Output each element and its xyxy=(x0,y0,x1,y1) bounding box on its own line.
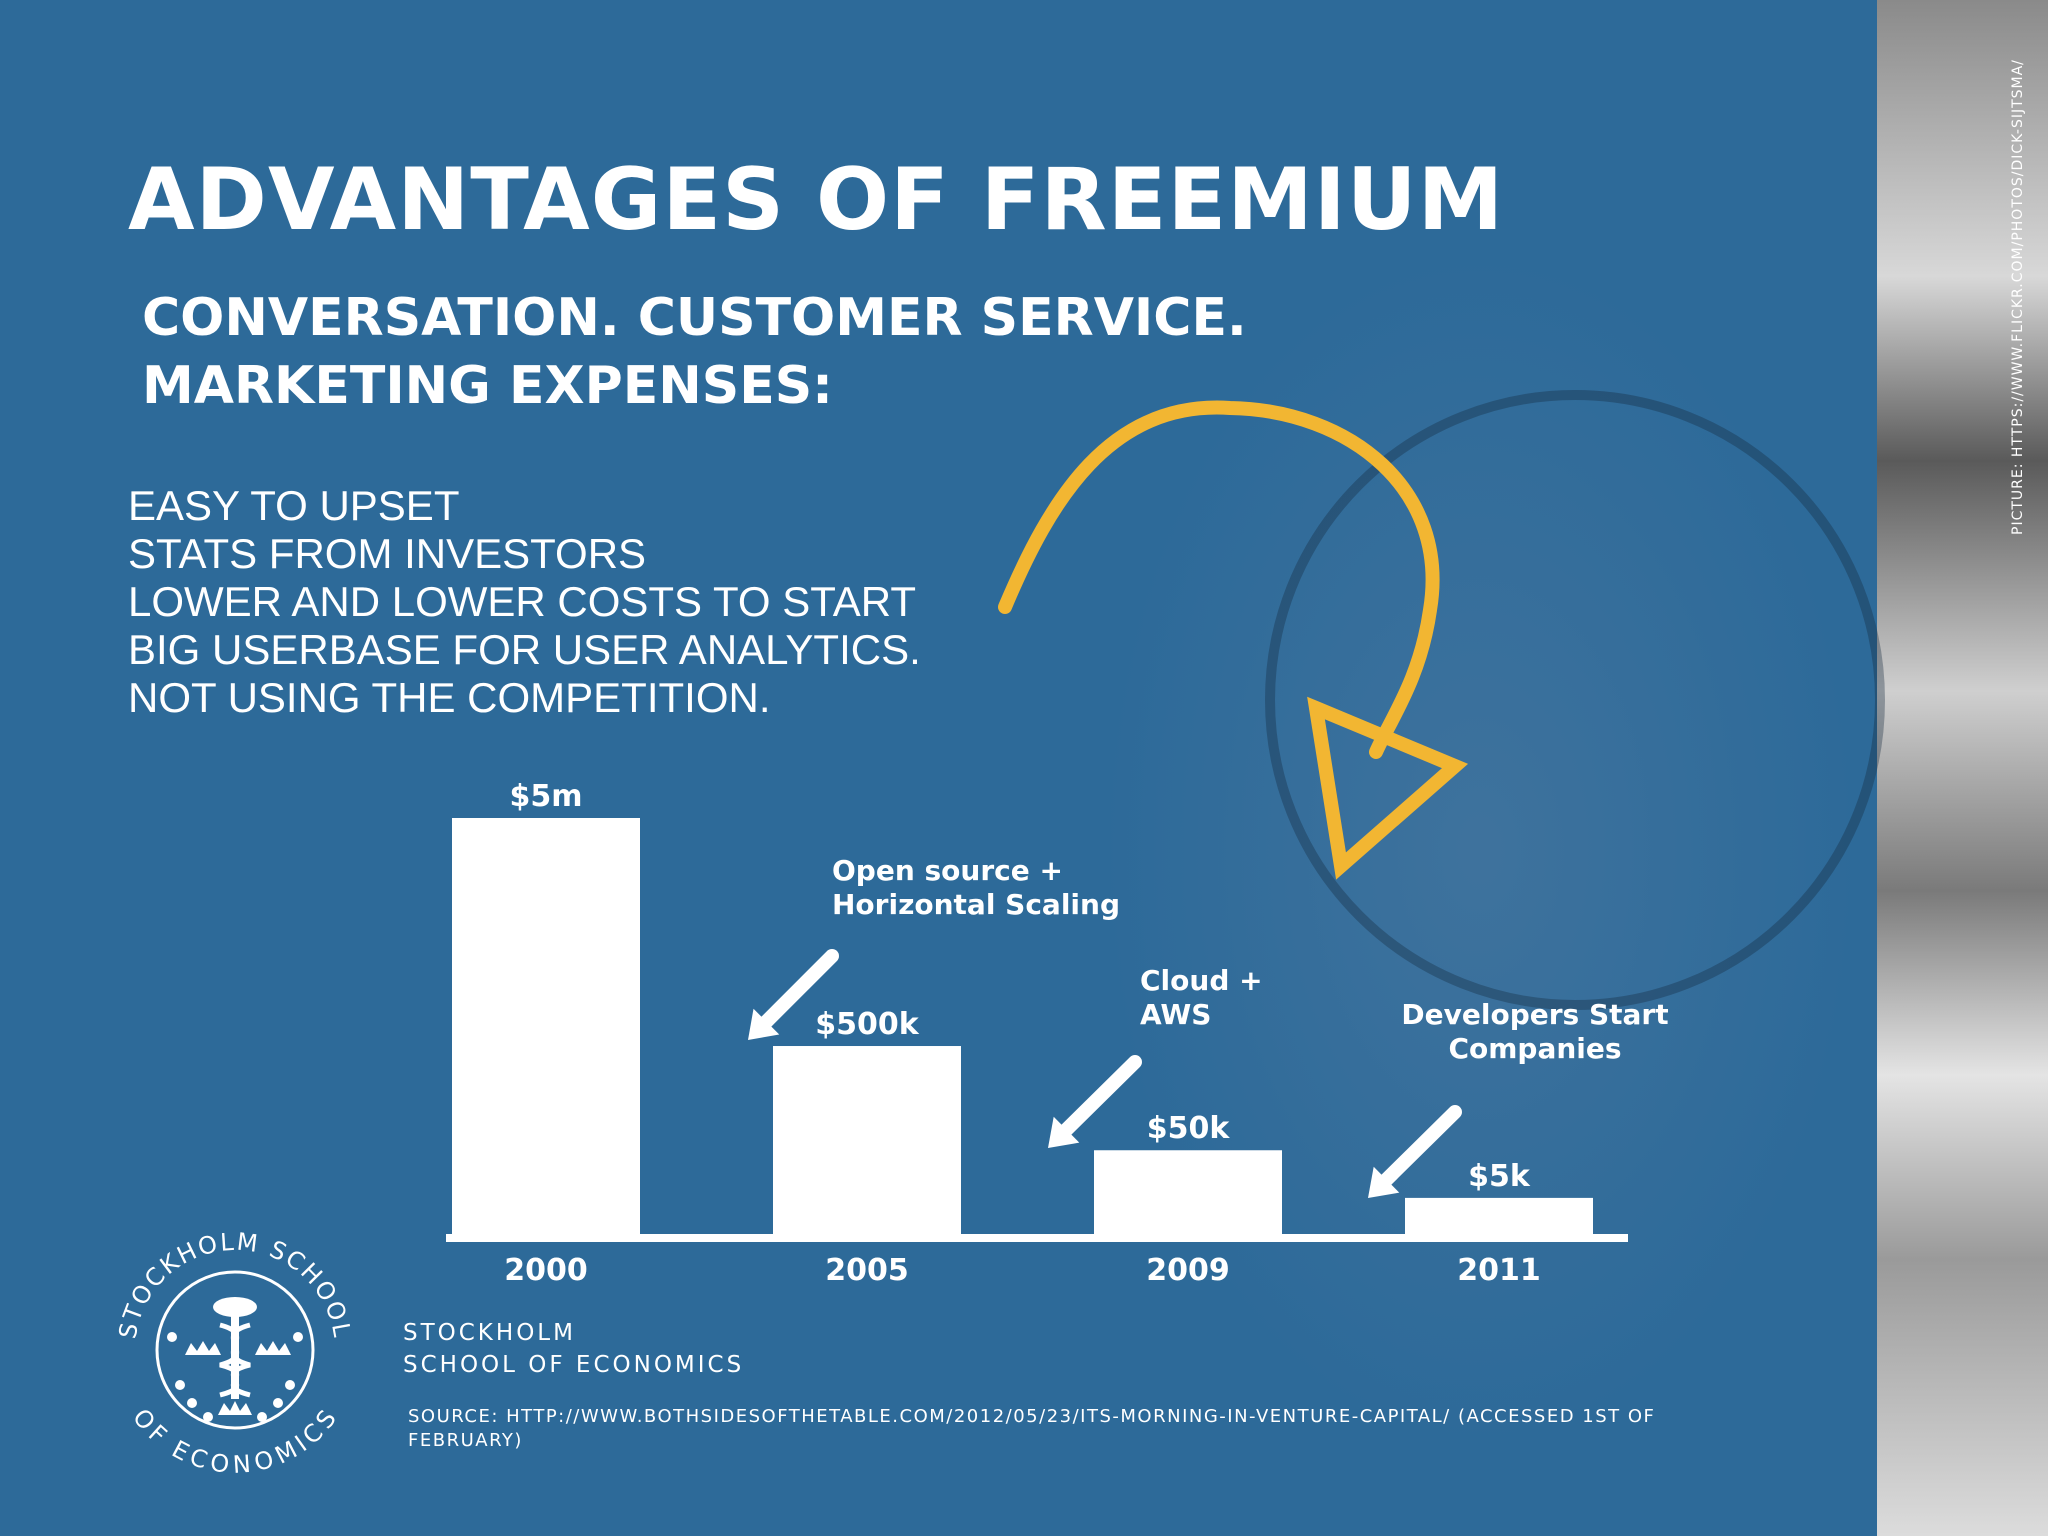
x-tick-label-2009: 2009 xyxy=(1146,1253,1230,1288)
logo-emblem-icon xyxy=(167,1297,303,1422)
school-logo: STOCKHOLM SCHOOL OF ECONOMICS xyxy=(114,1228,355,1475)
source-citation: SOURCE: HTTP://WWW.BOTHSIDESOFTHETABLE.C… xyxy=(408,1406,1656,1451)
slide-subtitle-line-1: CONVERSATION. CUSTOMER SERVICE. xyxy=(142,288,1247,348)
annotation-label-2005: Horizontal Scaling xyxy=(832,888,1120,921)
magnifying-glass-ring xyxy=(1265,390,1885,1010)
annotation-arrow-icon xyxy=(1053,1055,1142,1143)
annotation-label-2009: AWS xyxy=(1140,998,1211,1031)
bar-2005 xyxy=(773,1046,961,1238)
bullet-item: EASY TO UPSET xyxy=(128,482,460,529)
bar-2011 xyxy=(1405,1197,1593,1238)
annotation-label-2005: Open source + xyxy=(832,854,1063,887)
data-label-2011: $5k xyxy=(1468,1159,1531,1194)
annotation-label-2011: Companies xyxy=(1448,1032,1621,1065)
curved-arrow-icon xyxy=(998,400,1469,880)
slide-subtitle-line-2: MARKETING EXPENSES: xyxy=(142,356,833,416)
annotation-arrowhead-icon xyxy=(1368,1166,1400,1198)
data-label-2009: $50k xyxy=(1147,1111,1231,1146)
x-tick-label-2000: 2000 xyxy=(504,1253,588,1288)
bar-2009 xyxy=(1094,1150,1282,1238)
slide-title: ADVANTAGES OF FREEMIUM xyxy=(128,150,1505,250)
data-label-2005: $500k xyxy=(815,1007,919,1042)
bullet-item: NOT USING THE COMPETITION. xyxy=(128,674,771,721)
bullet-item: STATS FROM INVESTORS xyxy=(128,530,647,577)
photo-credit: PICTURE: HTTPS://WWW.FLICKR.COM/PHOTOS/D… xyxy=(2010,59,2026,535)
school-name-line-2: SCHOOL OF ECONOMICS xyxy=(403,1352,745,1378)
x-tick-label-2011: 2011 xyxy=(1457,1253,1541,1288)
annotation-label-2009: Cloud + xyxy=(1140,964,1263,997)
data-label-2000: $5m xyxy=(509,779,582,814)
bullet-item: LOWER AND LOWER COSTS TO START xyxy=(128,578,917,625)
annotation-label-2011: Developers Start xyxy=(1401,998,1668,1031)
annotation-arrow-icon xyxy=(1373,1105,1462,1193)
annotation-arrowhead-icon xyxy=(1048,1116,1080,1148)
bullet-item: BIG USERBASE FOR USER ANALYTICS. xyxy=(128,626,921,673)
annotation-arrowhead-icon xyxy=(748,1008,780,1040)
school-name-line-1: STOCKHOLM xyxy=(403,1320,576,1346)
x-tick-label-2005: 2005 xyxy=(825,1253,909,1288)
annotation-arrow-icon xyxy=(753,949,839,1035)
background-photo-strip xyxy=(1877,0,2048,1536)
bar-2000 xyxy=(452,818,640,1238)
bullet-list: EASY TO UPSET STATS FROM INVESTORS LOWER… xyxy=(128,482,921,722)
